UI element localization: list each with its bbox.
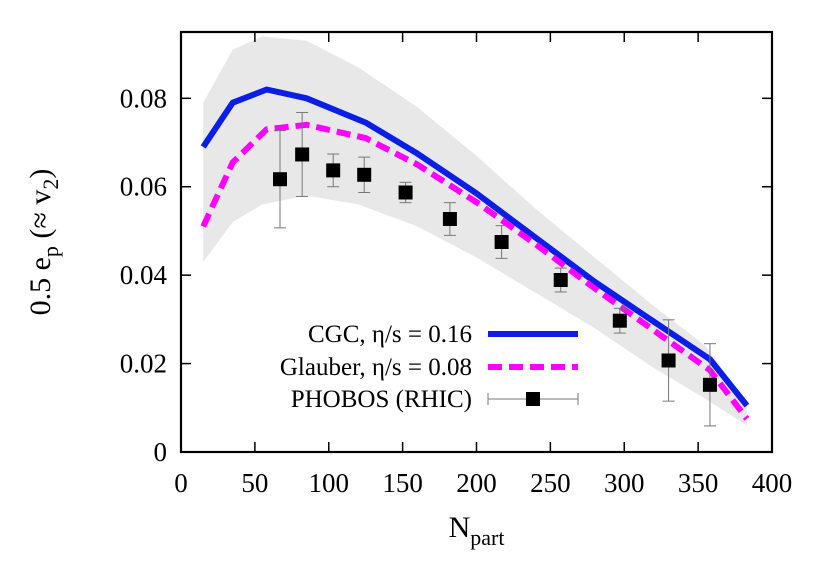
data-point-marker: [553, 273, 568, 288]
data-point: [357, 156, 372, 193]
x-tick-label: 150: [382, 468, 423, 498]
legend-marker: [526, 392, 540, 406]
legend: CGC, η/s = 0.16 Glauber, η/s = 0.08 PHOBOS…: [280, 321, 579, 413]
data-point-marker: [295, 147, 310, 162]
x-tick-labels: 0 50 100 150 200 250 300 350 400: [174, 468, 792, 498]
data-point: [326, 153, 341, 188]
data-point-marker: [494, 235, 509, 249]
data-point-marker: [661, 353, 676, 368]
x-tick-label: 400: [752, 468, 793, 498]
legend-label: CGC, η/s = 0.16: [308, 321, 472, 348]
legend-label: Glauber, η/s = 0.08: [280, 354, 472, 381]
series-layer: [200, 86, 750, 421]
data-point: [442, 202, 457, 236]
y-tick-label: 0.06: [120, 172, 167, 202]
x-axis-label: Npart: [449, 511, 505, 550]
data-point: [661, 319, 676, 402]
series-line-0: [200, 86, 750, 408]
y-tick-label: 0.08: [120, 83, 167, 113]
x-tick-label: 300: [604, 468, 645, 498]
x-tick-label: 100: [309, 468, 350, 498]
series-line-1: [200, 121, 750, 421]
data-point: [272, 130, 287, 229]
x-tick-label: 350: [678, 468, 719, 498]
x-tick-label: 250: [530, 468, 571, 498]
x-tick-label: 50: [241, 468, 268, 498]
data-point: [494, 225, 509, 259]
data-point: [612, 307, 627, 334]
legend-label: PHOBOS (RHIC): [291, 386, 472, 413]
data-point-marker: [357, 167, 372, 182]
x-tick-label: 0: [174, 468, 188, 498]
data-point: [702, 343, 717, 427]
plot-frame: [179, 30, 774, 454]
y-tick-label: 0: [154, 437, 168, 467]
data-point: [295, 111, 310, 197]
x-tick-label: 200: [456, 468, 497, 498]
data-points-layer: [272, 111, 717, 427]
data-point: [398, 181, 413, 204]
data-point-marker: [326, 163, 341, 178]
data-point-marker: [702, 377, 717, 392]
data-point-marker: [398, 185, 413, 200]
data-point-marker: [272, 172, 287, 187]
y-axis-label: 0.5 ep (≈ v2): [24, 169, 63, 316]
y-tick-label: 0.02: [120, 349, 167, 379]
y-tick-labels: 0 0.02 0.04 0.06 0.08: [120, 83, 168, 467]
data-point: [553, 267, 568, 293]
y-tick-label: 0.04: [120, 260, 168, 290]
data-point-marker: [612, 313, 627, 328]
data-point-marker: [442, 212, 457, 227]
